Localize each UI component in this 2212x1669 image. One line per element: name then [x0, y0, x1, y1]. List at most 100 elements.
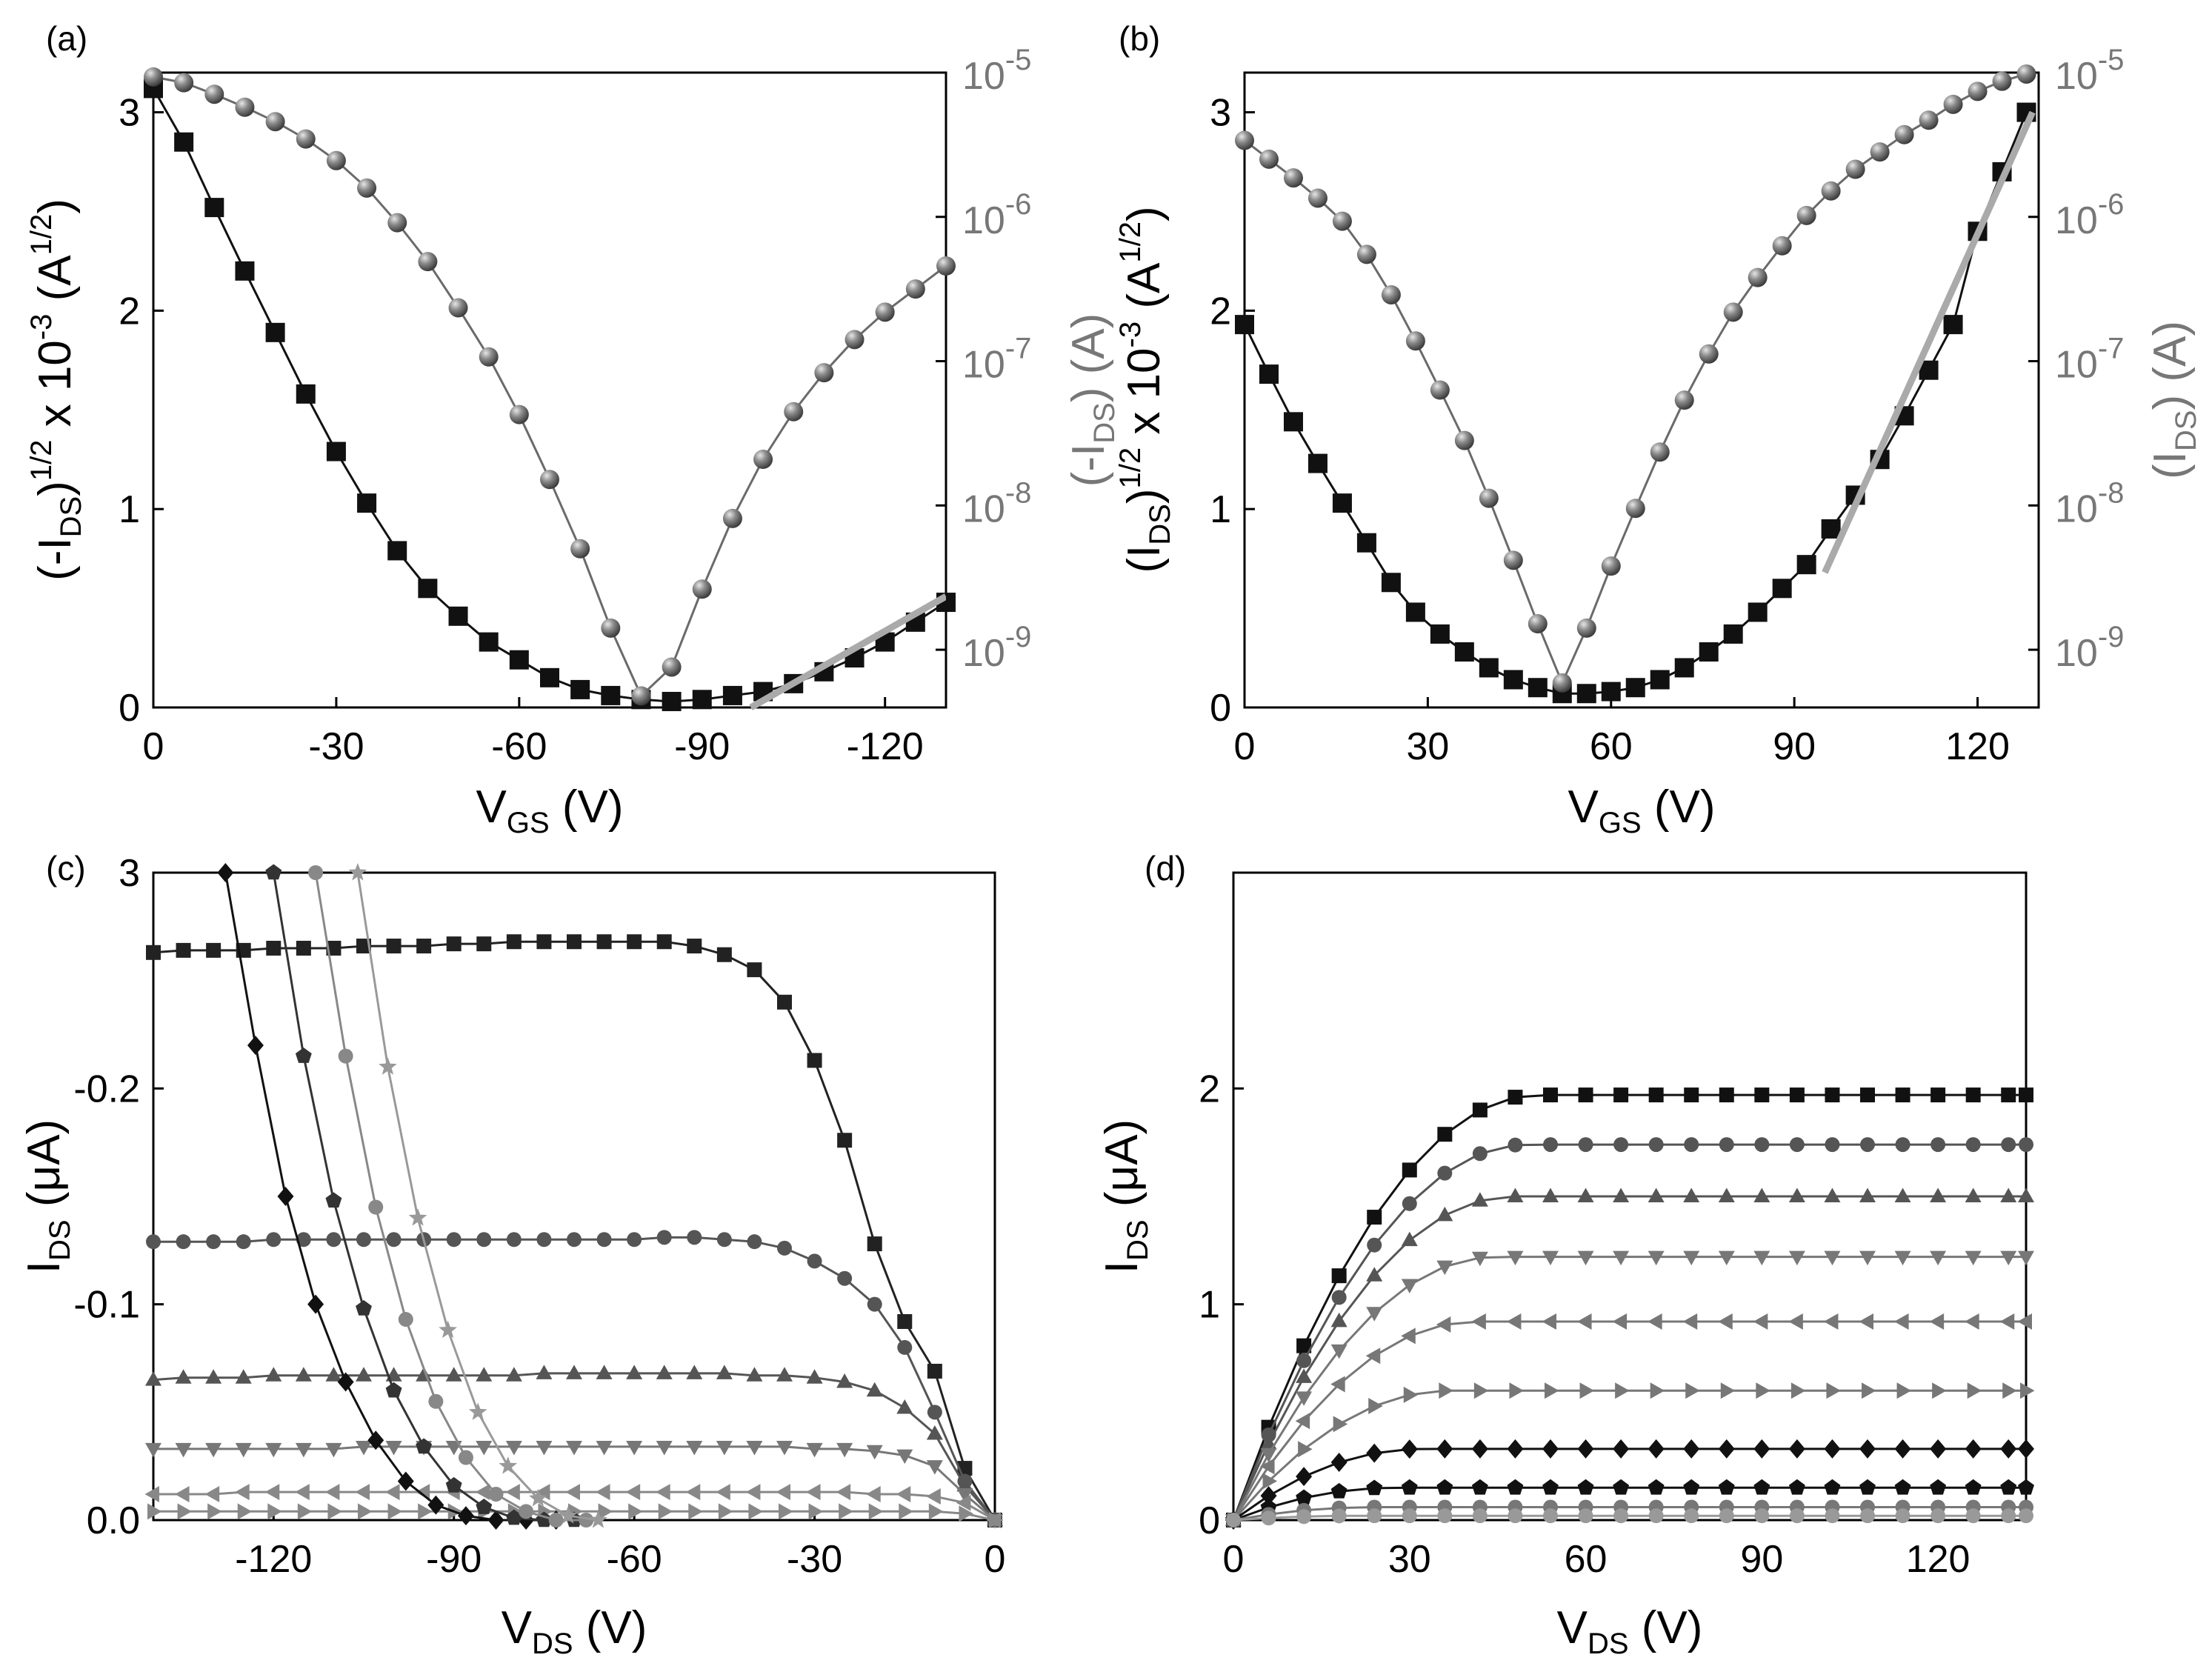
x-tick-label-a: -120	[847, 725, 924, 768]
data-point-a	[905, 279, 925, 299]
data-point-d	[1331, 1508, 1347, 1524]
data-point-d	[1507, 1479, 1524, 1495]
data-point-d	[1367, 1237, 1382, 1253]
data-point-a	[601, 685, 621, 705]
data-point-d	[1613, 1087, 1629, 1103]
data-point-b	[1307, 188, 1327, 208]
data-point-d	[1439, 1382, 1453, 1399]
data-point-d	[1331, 1268, 1347, 1284]
series-b-1	[1235, 102, 2036, 704]
data-point-d	[2001, 1137, 2016, 1153]
data-point-a	[357, 493, 377, 513]
data-point-d	[1437, 1165, 1453, 1181]
data-point-c	[926, 1425, 943, 1440]
y-tick-label-b: 2	[1210, 290, 1231, 333]
data-point-d	[1965, 1250, 1982, 1266]
data-point-b	[1625, 678, 1645, 698]
y-tick-label-a: 0	[119, 687, 140, 730]
series-c-2	[146, 1230, 1002, 1528]
series-line-a	[153, 76, 946, 698]
x-tick-label-d: 60	[1565, 1538, 1608, 1581]
series-line-c	[153, 940, 995, 1521]
data-point-b	[1699, 344, 1719, 364]
data-point-d	[1859, 1250, 1876, 1266]
data-point-c	[718, 1503, 733, 1520]
y-tick-label-c: 0.0	[87, 1499, 140, 1542]
data-point-d	[1613, 1508, 1629, 1524]
data-point-d	[1296, 1489, 1313, 1505]
data-point-d	[1577, 1313, 1592, 1330]
data-point-c	[836, 1484, 851, 1501]
data-point-d	[1825, 1087, 1840, 1103]
data-point-b	[1503, 550, 1523, 570]
data-point-c	[397, 1471, 414, 1491]
data-point-c	[567, 1232, 582, 1247]
panel-label-a: (a)	[46, 19, 87, 58]
data-point-c	[416, 1438, 433, 1454]
data-point-d	[2018, 1250, 2034, 1266]
data-point-a	[692, 579, 712, 599]
data-point-d	[1719, 1087, 1734, 1103]
data-point-d	[1788, 1439, 1805, 1459]
data-point-c	[348, 863, 367, 881]
data-point-c	[235, 1442, 252, 1458]
data-point-c	[528, 1488, 547, 1507]
x-tick-label-c: -120	[235, 1538, 312, 1581]
series-line-a	[153, 87, 946, 703]
data-point-a	[296, 384, 316, 404]
data-point-b	[1968, 81, 1988, 101]
data-point-c	[598, 1503, 613, 1520]
y-tick-label-b: 1	[1210, 488, 1231, 531]
y-tick-label-a: 1	[119, 488, 140, 531]
data-point-c	[327, 1503, 342, 1520]
data-point-c	[656, 934, 672, 950]
data-point-a	[722, 508, 742, 528]
data-point-b	[1699, 642, 1719, 662]
series-c-5	[144, 1484, 1001, 1528]
data-point-d	[1718, 1187, 1735, 1202]
fit-line-a	[749, 593, 946, 710]
data-point-b	[1528, 614, 1548, 634]
data-point-d	[1860, 1508, 1875, 1524]
x-tick-label-a: -30	[308, 725, 364, 768]
x-tick-label-c: 0	[985, 1538, 1006, 1581]
data-point-d	[1577, 1250, 1594, 1266]
data-point-c	[548, 1513, 564, 1528]
data-point-d	[2000, 1479, 2017, 1495]
data-point-a	[722, 685, 742, 705]
data-point-c	[897, 1339, 913, 1355]
data-point-c	[927, 1363, 942, 1379]
data-point-d	[1436, 1206, 1453, 1222]
data-point-d	[1895, 1087, 1910, 1103]
data-point-d	[1930, 1087, 1946, 1103]
data-point-c	[716, 1232, 732, 1247]
data-point-a	[662, 691, 682, 711]
data-point-c	[687, 939, 702, 954]
data-point-c	[145, 1371, 161, 1386]
data-point-c	[177, 1503, 193, 1520]
data-point-b	[1674, 390, 1694, 410]
right-tick-label-a: 10-5	[962, 44, 1031, 98]
data-point-c	[776, 1367, 793, 1382]
data-point-d	[1860, 1137, 1875, 1153]
right-axis-label-b: (IDS) (A)	[2145, 321, 2202, 479]
data-point-c	[626, 1440, 643, 1456]
data-point-b	[1601, 682, 1621, 702]
data-point-d	[2017, 1313, 2032, 1330]
data-point-c	[476, 1499, 493, 1514]
data-point-c	[625, 1484, 641, 1501]
data-point-d	[1613, 1187, 1630, 1202]
data-point-d	[1612, 1313, 1628, 1330]
data-point-c	[337, 1372, 354, 1392]
data-point-c	[325, 1442, 342, 1458]
data-point-c	[686, 1440, 703, 1456]
right-tick-label-b: 10-8	[2055, 476, 2124, 530]
data-point-b	[1723, 302, 1743, 322]
data-point-c	[175, 1369, 192, 1384]
data-point-a	[509, 650, 529, 670]
data-point-d	[1648, 1187, 1665, 1202]
data-point-d	[1965, 1137, 1981, 1153]
data-point-c	[355, 1484, 370, 1501]
x-tick-label-c: -90	[426, 1538, 482, 1581]
data-point-c	[866, 1486, 881, 1503]
